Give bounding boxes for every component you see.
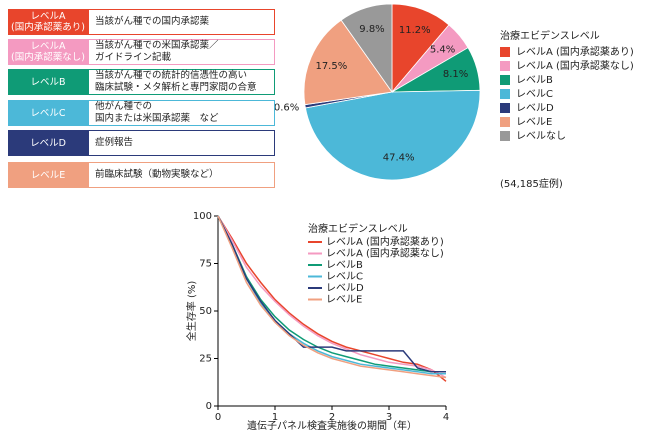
legend-swatch xyxy=(500,103,510,113)
description-line: 当該がん種での統計的信憑性の高い xyxy=(95,70,248,81)
description-line: 臨床試験・メタ解析と専門家間の合意 xyxy=(95,82,257,93)
label-line: レベルA xyxy=(30,41,66,52)
label-line: レベルE xyxy=(30,169,66,181)
level-description: 当該がん種での米国承認薬／ ガイドライン記載 xyxy=(88,39,275,65)
description-line: ガイドライン記載 xyxy=(95,52,172,63)
description-line: 症例報告 xyxy=(95,137,134,148)
level-label: レベルA (国内承認薬なし) xyxy=(8,39,88,65)
legend-swatch xyxy=(500,131,510,141)
legend-swatch xyxy=(500,75,510,85)
survival-curve xyxy=(217,215,446,373)
legend-label: レベルD xyxy=(326,282,364,294)
survival-curve xyxy=(217,215,447,379)
legend-swatch xyxy=(500,47,510,57)
legend-label: レベルC xyxy=(326,271,363,283)
legend-label: レベルB xyxy=(516,74,553,86)
label-line: (国内承認薬あり) xyxy=(11,22,85,33)
level-label: レベルB xyxy=(8,69,88,95)
label-line: レベルA xyxy=(30,11,66,22)
description-line: 前臨床試験（動物実験など） xyxy=(95,169,219,180)
level-description: 他がん種での 国内または米国承認薬 など xyxy=(88,100,275,126)
y-tick-label: 50 xyxy=(199,306,212,317)
legend-swatch xyxy=(500,61,510,71)
level-row: レベルE 前臨床試験（動物実験など） xyxy=(8,162,275,188)
y-axis-title: 全生存率 (%) xyxy=(185,281,198,342)
slice-label: 8.1% xyxy=(443,69,468,80)
slice-label: 17.5% xyxy=(315,61,347,72)
legend-label: レベルB xyxy=(326,259,363,271)
description-line: 当該がん種での米国承認薬／ xyxy=(95,40,219,51)
slice-label: 0.6% xyxy=(274,102,299,113)
level-description: 前臨床試験（動物実験など） xyxy=(88,162,275,188)
legend-title: 治療エビデンスレベル xyxy=(500,29,600,42)
description-line: 当該がん種での国内承認薬 xyxy=(95,16,210,27)
legend-label: レベルE xyxy=(326,294,362,306)
level-row: レベルA (国内承認薬あり) 当該がん種での国内承認薬 xyxy=(8,9,275,35)
slice-label: 9.8% xyxy=(359,24,384,35)
legend-label: レベルD xyxy=(516,102,554,114)
level-row: レベルD 症例報告 xyxy=(8,130,275,156)
legend-swatch xyxy=(500,117,510,127)
legend-label: レベルA (国内承認薬あり) xyxy=(326,235,444,248)
survival-curve xyxy=(217,215,446,373)
case-count: (54,185症例) xyxy=(500,177,563,190)
x-tick-label: 1 xyxy=(272,412,278,423)
description-line: 他がん種での xyxy=(95,101,153,112)
level-description: 当該がん種での統計的信憑性の高い 臨床試験・メタ解析と専門家間の合意 xyxy=(88,69,275,95)
y-tick-label: 25 xyxy=(199,354,212,365)
y-tick-label: 0 xyxy=(206,401,212,412)
pie-slice xyxy=(340,3,393,94)
legend-label: レベルA (国内承認薬あり) xyxy=(516,45,634,58)
level-label: レベルA (国内承認薬あり) xyxy=(8,9,88,35)
legend-label: レベルE xyxy=(516,116,552,128)
level-description: 当該がん種での国内承認薬 xyxy=(88,9,275,35)
legend-label: レベルなし xyxy=(516,130,566,142)
legend-label: レベルA (国内承認薬なし) xyxy=(326,247,444,260)
x-tick-label: 2 xyxy=(329,412,335,423)
label-line: レベルB xyxy=(30,76,66,88)
legend-swatch xyxy=(500,89,510,99)
level-row: レベルB 当該がん種での統計的信憑性の高い 臨床試験・メタ解析と専門家間の合意 xyxy=(8,69,275,95)
level-label: レベルC xyxy=(8,100,88,126)
x-tick-label: 0 xyxy=(215,412,221,423)
x-axis-title: 遺伝子パネル検査実施後の期間（年） xyxy=(247,419,417,432)
pie-slice xyxy=(303,19,393,106)
y-tick-label: 100 xyxy=(193,211,212,222)
level-row: レベルA (国内承認薬なし) 当該がん種での米国承認薬／ ガイドライン記載 xyxy=(8,39,275,65)
pie-slice xyxy=(304,89,481,181)
legend-label: レベルC xyxy=(516,88,553,100)
level-label: レベルE xyxy=(8,162,88,188)
slice-label: 47.4% xyxy=(383,153,415,164)
label-line: (国内承認薬なし) xyxy=(11,52,85,63)
label-line: レベルD xyxy=(30,137,66,149)
slice-label: 5.4% xyxy=(430,45,455,56)
level-row: レベルC 他がん種での 国内または米国承認薬 など xyxy=(8,100,275,126)
slice-label: 11.2% xyxy=(399,25,431,36)
description-line: 国内または米国承認薬 など xyxy=(95,113,219,124)
x-tick-label: 4 xyxy=(443,412,449,423)
y-tick-label: 75 xyxy=(199,259,212,270)
legend-title: 治療エビデンスレベル xyxy=(308,222,408,235)
label-line: レベルC xyxy=(30,107,66,119)
survival-curve xyxy=(217,215,447,379)
level-description: 症例報告 xyxy=(88,130,275,156)
survival-curve xyxy=(217,215,447,382)
x-tick-label: 3 xyxy=(386,412,392,423)
legend-label: レベルA (国内承認薬なし) xyxy=(516,59,634,72)
level-label: レベルD xyxy=(8,130,88,156)
